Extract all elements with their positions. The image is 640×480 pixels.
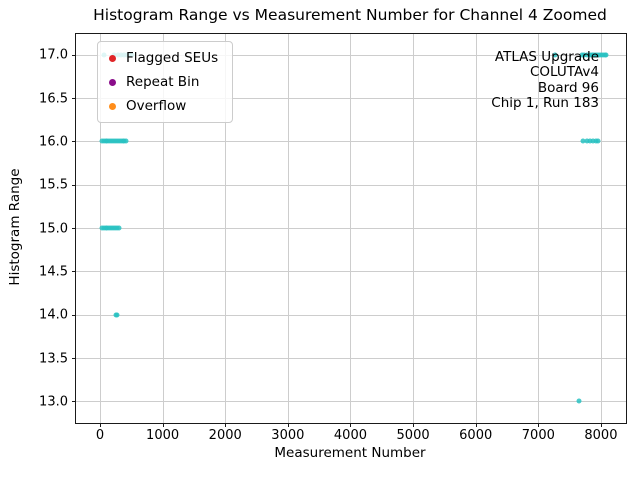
legend-marker-icon [109, 78, 116, 86]
x-tick-label: 1000 [146, 428, 180, 443]
x-axis-label: Measurement Number [274, 445, 426, 461]
y-tick-label: 15.0 [39, 221, 68, 237]
x-tick [350, 423, 352, 427]
x-tick [99, 423, 101, 427]
y-tick-label: 14.0 [39, 307, 68, 323]
legend-item-label: Repeat Bin [126, 74, 200, 90]
gridline-y [76, 314, 626, 316]
scatter-point [584, 52, 590, 58]
y-axis-label: Histogram Range [7, 168, 23, 286]
y-tick-label: 16.5 [39, 91, 68, 107]
x-tick [538, 423, 540, 427]
scatter-point [595, 138, 601, 144]
scatter-point [552, 52, 558, 58]
legend-item-label: Flagged SEUs [126, 50, 219, 66]
scatter-point [590, 138, 596, 144]
scatter-point [603, 52, 609, 58]
scatter-point [581, 52, 587, 58]
x-tick [413, 423, 415, 427]
scatter-point [116, 225, 122, 231]
annotation-line: COLUTAv4 [529, 64, 599, 81]
gridline-y [76, 401, 626, 403]
scatter-point [584, 138, 590, 144]
x-tick-label: 0 [95, 428, 105, 443]
y-tick [72, 98, 76, 100]
y-tick [72, 271, 76, 273]
y-tick-label: 13.0 [39, 394, 68, 410]
x-tick [287, 423, 289, 427]
y-tick [72, 54, 76, 56]
x-tick-label: 7000 [521, 428, 555, 443]
y-tick [72, 314, 76, 316]
y-tick [72, 358, 76, 360]
legend-marker-icon [109, 54, 116, 62]
y-tick-label: 13.5 [39, 351, 68, 367]
scatter-point [123, 138, 129, 144]
y-tick-label: 14.5 [39, 264, 68, 280]
x-tick [475, 423, 477, 427]
gridline-y [76, 271, 626, 273]
plot-area: 0 1000 2000 3000 4000 5000 6000 7000 8000 13.0 13.… [39, 33, 627, 443]
gridline-y [76, 184, 626, 186]
annotation-line: Board 96 [537, 79, 599, 96]
x-tick [600, 423, 602, 427]
x-tick-label: 4000 [333, 428, 367, 443]
y-tick [72, 228, 76, 230]
gridline-y [76, 228, 626, 230]
legend-marker-icon [109, 102, 116, 110]
chart-title: Histogram Range vs Measurement Number fo… [93, 6, 607, 24]
x-tick-label: 2000 [208, 428, 242, 443]
scatter-point [576, 398, 582, 404]
legend-item: Flagged SEUs [109, 50, 218, 66]
scatter-point [587, 138, 593, 144]
annotation-block: ATLAS Upgrade COLUTAv4 Board 96 Chip 1, Run… [491, 49, 599, 111]
annotation-line: Chip 1, Run 183 [491, 94, 599, 111]
gridline-y [76, 98, 626, 100]
x-tick-label: 6000 [459, 428, 493, 443]
gridline-y [76, 358, 626, 360]
legend-item: Overflow [109, 98, 218, 114]
annotation-line: ATLAS Upgrade [494, 49, 599, 65]
legend-item-label: Overflow [126, 98, 187, 114]
scatter-point [114, 312, 120, 318]
gridline-y [76, 54, 626, 56]
x-tick-label: 8000 [584, 428, 618, 443]
legend-item: Repeat Bin [109, 74, 218, 90]
y-tick-label: 16.0 [39, 134, 68, 150]
legend: Flagged SEUs Repeat Bin Overflow [97, 41, 234, 123]
gridline-y [76, 141, 626, 143]
x-tick [225, 423, 227, 427]
y-tick [72, 401, 76, 403]
x-tick-label: 5000 [396, 428, 430, 443]
x-tick-label: 3000 [271, 428, 305, 443]
x-tick [162, 423, 164, 427]
y-tick-label: 17.0 [39, 47, 68, 63]
scatter-point [580, 138, 586, 144]
y-tick-label: 15.5 [39, 177, 68, 193]
y-tick [72, 184, 76, 186]
y-tick [72, 141, 76, 143]
